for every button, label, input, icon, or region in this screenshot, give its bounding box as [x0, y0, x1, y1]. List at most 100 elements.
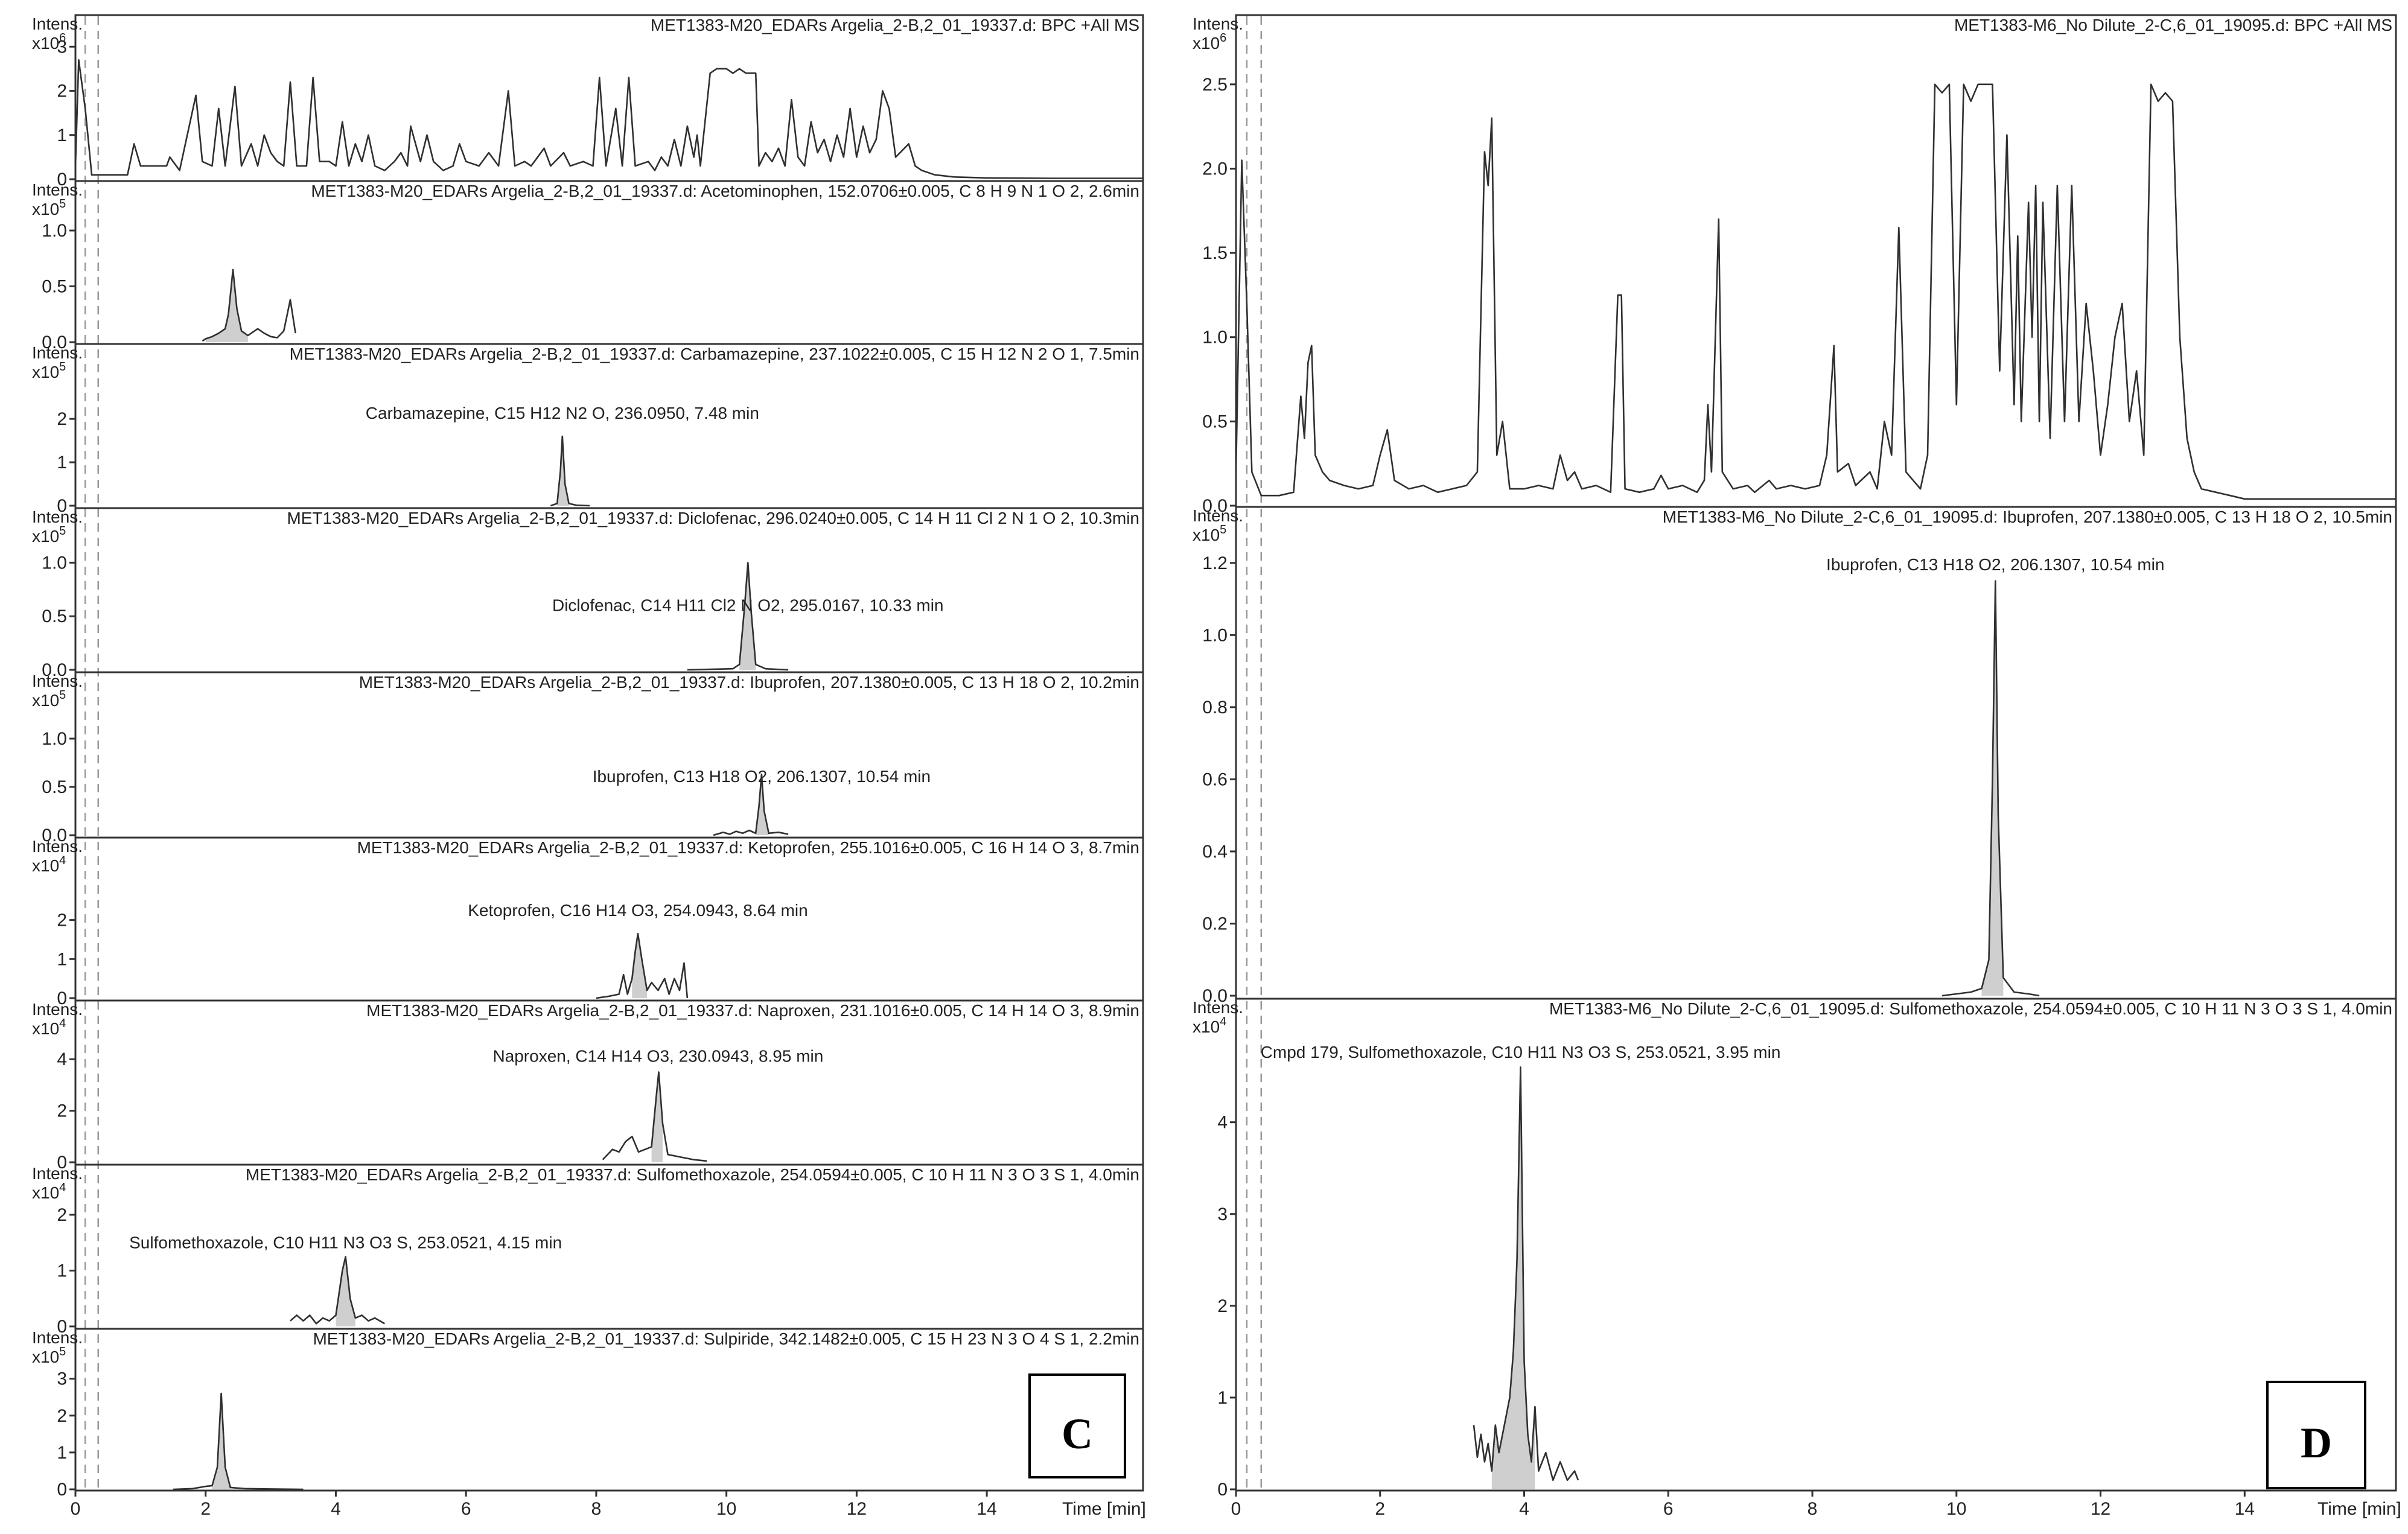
y-scale-exponent: 5: [59, 524, 66, 538]
y-tick-label: 0.2: [1202, 914, 1228, 934]
trace-title: MET1383-M6_No Dilute_2-C,6_01_19095.d: I…: [1663, 508, 2392, 526]
y-tick-label: 0.5: [1202, 412, 1228, 431]
panel-letter-d: D: [2301, 1419, 2332, 1467]
trace-line: [596, 932, 689, 999]
y-axis-label: Intens.: [32, 508, 83, 526]
y-tick-label: 0: [57, 496, 67, 516]
y-axis-label: Intens.: [1193, 998, 1243, 1017]
x-tick-label: 6: [1663, 1499, 1674, 1519]
x-tick-label: 2: [1375, 1499, 1385, 1519]
y-tick-label: 2: [57, 1406, 67, 1426]
panel-c-frame: [74, 14, 1144, 1492]
y-scale-exponent: 4: [59, 854, 66, 867]
y-tick-label: 1.5: [1202, 243, 1228, 263]
y-scale-label: x104: [32, 1017, 66, 1038]
peak-annotation: Sulfomethoxazole, C10 H11 N3 O3 S, 253.0…: [129, 1233, 562, 1252]
y-scale-exponent: 4: [1220, 1015, 1226, 1028]
y-tick-label: 1.2: [1202, 553, 1228, 573]
peak-annotation: Ibuprofen, C13 H18 O2, 206.1307, 10.54 m…: [593, 767, 931, 786]
y-tick-label: 3: [57, 1369, 67, 1389]
y-tick-label: 1: [57, 1443, 67, 1463]
y-tick-label: 1: [57, 1261, 67, 1281]
peak-annotation: Ibuprofen, C13 H18 O2, 206.1307, 10.54 m…: [1826, 555, 2164, 574]
trace-d-2: Intens.x105 MET1383-M6_No Dilute_2-C,6_01…: [1193, 506, 2396, 1006]
panel-letter-c-box: C: [1028, 1373, 1126, 1478]
peak-fill-area: [205, 269, 248, 342]
y-scale-exponent: 5: [59, 197, 66, 211]
y-scale-exponent: 4: [59, 1181, 66, 1194]
peak-fill-area: [739, 562, 756, 670]
y-scale-label: x104: [1193, 1015, 1226, 1036]
x-tick-label: 0: [1231, 1499, 1241, 1519]
panel-letter-c: C: [1062, 1410, 1093, 1458]
x-tick-label: 6: [461, 1499, 471, 1519]
y-scale-base: x10: [32, 363, 59, 381]
y-axis-label: Intens.: [32, 14, 83, 33]
y-scale-label: x106: [1193, 31, 1226, 53]
y-axis-label: Intens.: [32, 343, 83, 362]
y-scale-base: x10: [32, 34, 59, 53]
trace-c-8: Intens.x104 MET1383-M20_EDARs Argelia_2-B…: [32, 1163, 1143, 1337]
y-scale-label: x106: [32, 31, 66, 53]
y-tick-label: 4: [1217, 1113, 1228, 1133]
trace-title: MET1383-M20_EDARs Argelia_2-B,2_01_19337…: [357, 838, 1139, 857]
y-tick-label: 0: [57, 1480, 67, 1500]
x-tick-label: 0: [71, 1499, 81, 1519]
peak-fill-area: [212, 1393, 231, 1489]
y-scale-label: x105: [32, 689, 66, 710]
y-tick-label: 0.8: [1202, 698, 1228, 718]
y-scale-base: x10: [32, 856, 59, 875]
y-scale-label: x105: [32, 1345, 66, 1366]
y-axis-label: Intens.: [32, 1000, 83, 1019]
y-scale-label: x105: [32, 360, 66, 381]
x-axis-label: Time [min]: [2317, 1499, 2401, 1519]
y-scale-label: x105: [32, 524, 66, 546]
y-scale-base: x10: [32, 1348, 59, 1366]
y-tick-label: 0: [57, 988, 67, 1008]
trace-d-1: Intens.x106 MET1383-M6_No Dilute_2-C,6_01…: [1193, 14, 2396, 516]
x-tick-label: 12: [2091, 1499, 2110, 1519]
y-scale-label: x105: [1193, 523, 1226, 544]
y-tick-label: 0.0: [42, 826, 67, 845]
y-tick-label: 3: [1217, 1205, 1228, 1224]
trace-line: [1235, 83, 2396, 500]
trace-line: [173, 1392, 304, 1491]
trace-line: [1941, 580, 2040, 997]
y-scale-base: x10: [32, 1183, 59, 1202]
trace-title: MET1383-M6_No Dilute_2-C,6_01_19095.d: B…: [1954, 16, 2392, 34]
trace-c-5: Intens.x105 MET1383-M20_EDARs Argelia_2-B…: [32, 671, 1143, 845]
y-scale-exponent: 6: [59, 31, 66, 45]
y-tick-label: 0: [57, 1317, 67, 1337]
x-axis-c: 0 2 4 6 8 10 12 14 Time [min]: [71, 1491, 1146, 1519]
trace-line: [687, 562, 789, 671]
trace-line: [1473, 1066, 1579, 1481]
y-scale-label: x105: [32, 197, 66, 218]
y-scale-base: x10: [1193, 34, 1220, 53]
x-axis-d: 0 2 4 6 8 10 12 14 Time [min]: [1231, 1491, 2401, 1519]
trace-c-6: Intens.x104 MET1383-M20_EDARs Argelia_2-B…: [32, 836, 1143, 1008]
x-axis-label: Time [min]: [1062, 1499, 1146, 1519]
trace-line: [713, 773, 789, 836]
y-tick-label: 0.4: [1202, 842, 1228, 862]
trace-c-9: Intens.x105 MET1383-M20_EDARs Argelia_2-B…: [32, 1328, 1143, 1500]
peak-fill-area: [1491, 1067, 1535, 1489]
y-scale-base: x10: [1193, 1017, 1220, 1036]
x-tick-label: 4: [331, 1499, 341, 1519]
y-tick-label: 0: [57, 1153, 67, 1173]
y-tick-label: 0.0: [1202, 986, 1228, 1006]
trace-title: MET1383-M20_EDARs Argelia_2-B,2_01_19337…: [359, 673, 1139, 692]
trace-c-3: Intens.x105 MET1383-M20_EDARs Argelia_2-B…: [32, 343, 1143, 516]
y-tick-label: 2: [57, 81, 67, 101]
peak-annotation: Carbamazepine, C15 H12 N2 O, 236.0950, 7…: [366, 404, 759, 422]
y-tick-label: 0.5: [42, 277, 67, 297]
y-tick-label: 0.5: [42, 777, 67, 797]
y-scale-base: x10: [32, 1019, 59, 1038]
x-tick-label: 2: [200, 1499, 211, 1519]
y-tick-label: 0.0: [1202, 496, 1228, 516]
y-tick-label: 1.0: [1202, 625, 1228, 645]
peak-annotation: Naproxen, C14 H14 O3, 230.0943, 8.95 min: [492, 1047, 823, 1066]
y-tick-label: 1.0: [1202, 328, 1228, 348]
y-axis-label: Intens.: [1193, 506, 1243, 525]
y-tick-label: 1.0: [42, 553, 67, 573]
